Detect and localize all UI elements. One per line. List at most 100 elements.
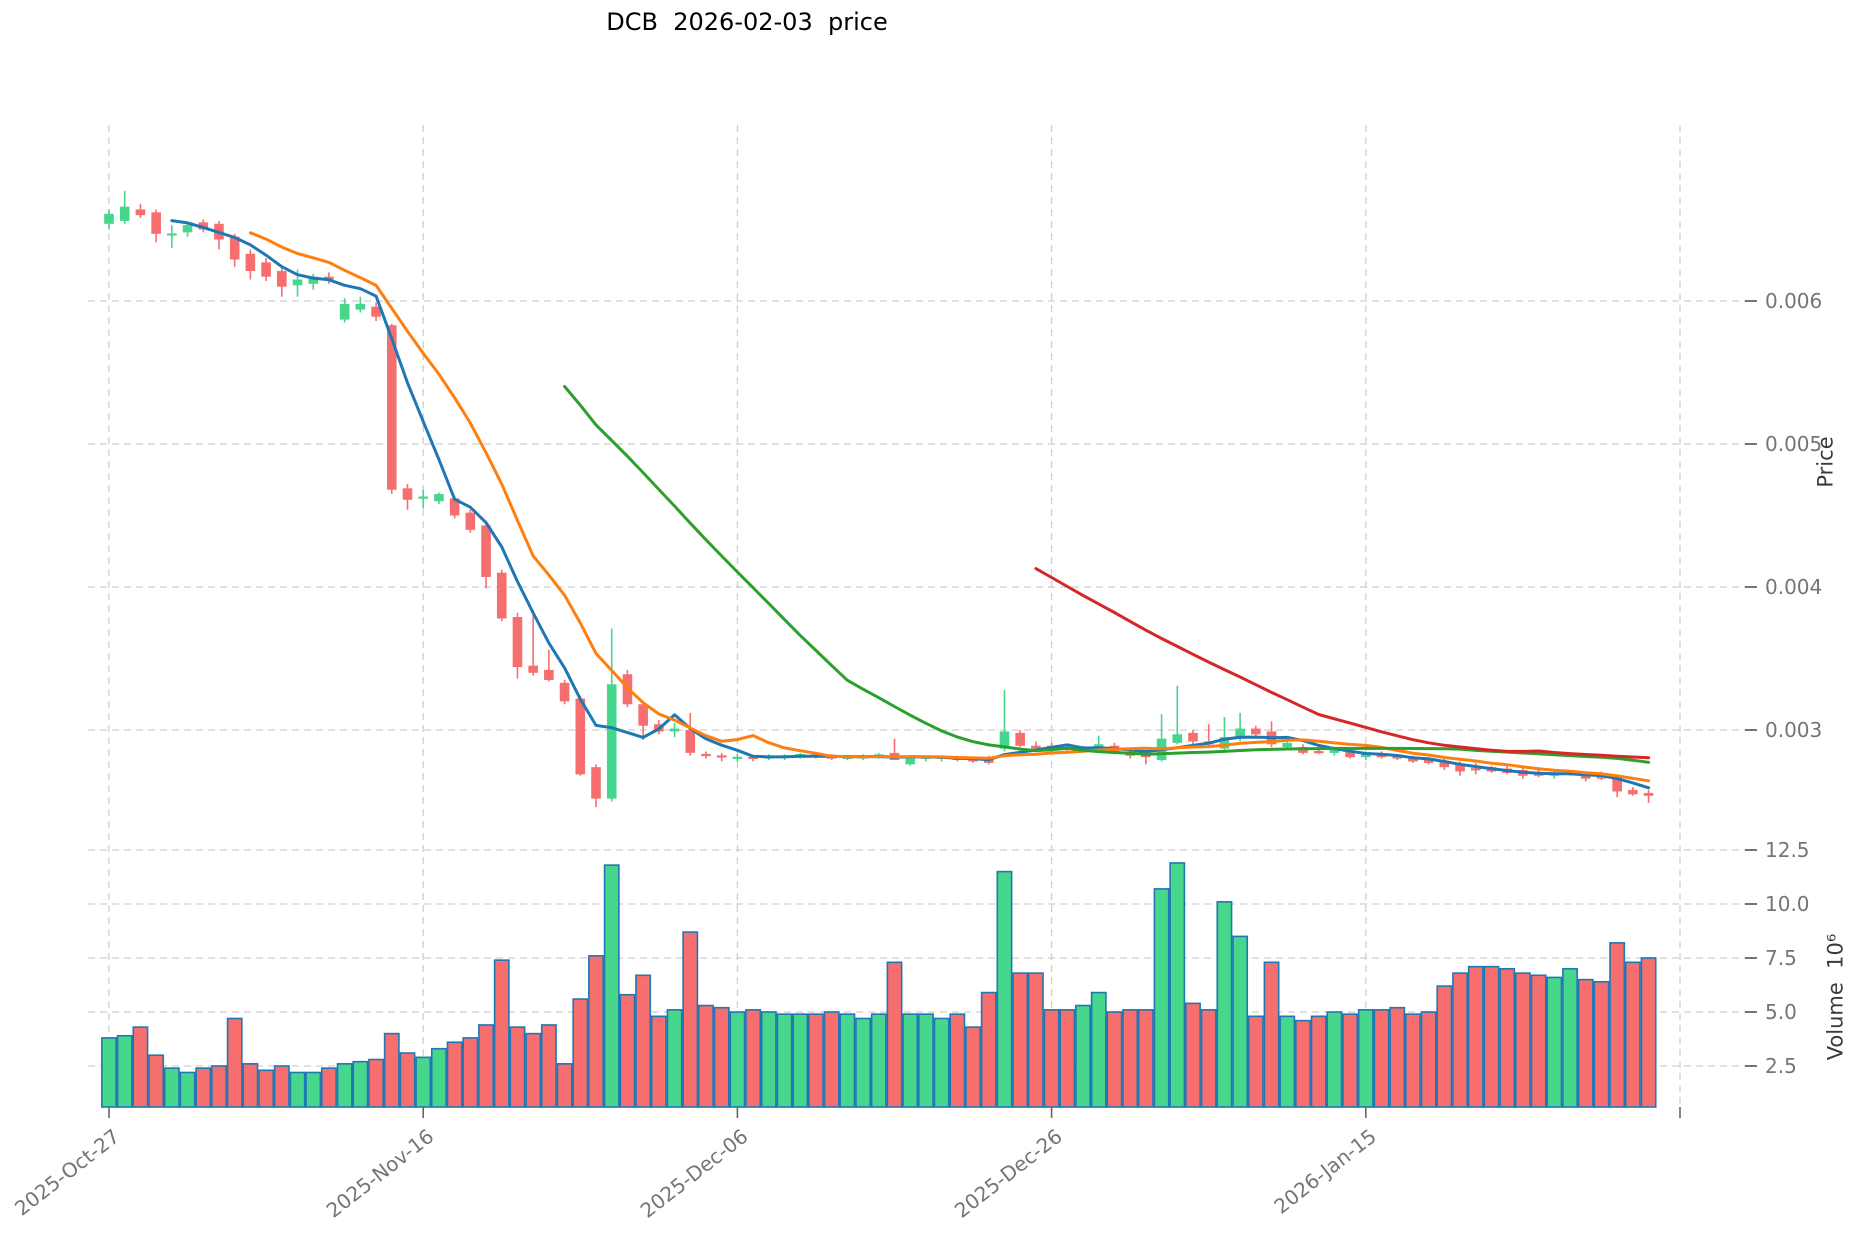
- volume-bar: [179, 1071, 196, 1108]
- volume-bar: [148, 1054, 165, 1108]
- volume-tick-label: 5.0: [1765, 1000, 1797, 1024]
- candle-body: [701, 753, 711, 757]
- volume-bar: [1200, 1009, 1217, 1108]
- candle-body: [1470, 768, 1481, 771]
- volume-bar: [1342, 1013, 1359, 1108]
- volume-bar: [1122, 1009, 1139, 1108]
- candle-body: [151, 212, 161, 234]
- volume-bar: [1090, 991, 1107, 1108]
- volume-bar: [226, 1017, 243, 1108]
- price-tick-label: 0.004: [1765, 575, 1822, 599]
- candle-body: [1455, 764, 1465, 772]
- volume-bar: [1514, 972, 1531, 1108]
- candle-body: [1172, 734, 1183, 743]
- x-tick-label: 2025-Oct-27: [10, 1124, 124, 1220]
- volume-bar: [949, 1013, 966, 1108]
- candle-body: [1235, 728, 1245, 739]
- volume-bar: [242, 1063, 259, 1108]
- volume-bar: [1640, 957, 1657, 1108]
- candle-body: [465, 512, 476, 530]
- volume-bar: [839, 1013, 856, 1108]
- volume-bar: [1357, 1009, 1374, 1108]
- volume-bar: [698, 1004, 714, 1108]
- volume-bar: [1012, 972, 1029, 1108]
- volume-bar: [965, 1026, 982, 1108]
- volume-axis-label: Volume 10⁶: [1823, 933, 1848, 1061]
- candle-body: [606, 684, 617, 799]
- volume-bar: [352, 1060, 369, 1108]
- volume-bar: [1043, 1009, 1060, 1108]
- ma30-line: [563, 385, 1651, 764]
- volume-bar: [320, 1067, 337, 1108]
- price-tick-label: 0.005: [1765, 432, 1822, 456]
- volume-bar: [823, 1011, 840, 1108]
- volume-bar: [619, 993, 636, 1108]
- candle-body: [638, 704, 648, 726]
- volume-bar: [855, 1017, 872, 1108]
- volume-bar: [1404, 1013, 1421, 1108]
- volume-bar: [886, 961, 903, 1108]
- volume-bar: [776, 1013, 793, 1108]
- candle-body: [1439, 761, 1450, 768]
- volume-bar: [478, 1024, 494, 1108]
- volume-bar: [917, 1013, 934, 1108]
- x-tick-label: 2025-Nov-16: [322, 1124, 439, 1223]
- volume-bar: [1027, 972, 1044, 1108]
- volume-bar: [682, 931, 699, 1108]
- candle-body: [1251, 728, 1261, 735]
- candle-body: [1643, 792, 1654, 796]
- volume-bar: [1295, 1019, 1311, 1108]
- volume-bar: [650, 1015, 667, 1108]
- volume-bar: [383, 1032, 400, 1108]
- candle-body: [339, 303, 350, 320]
- candle-body: [575, 698, 586, 775]
- candle-body: [308, 276, 319, 284]
- volume-bar: [289, 1071, 306, 1108]
- candle-body: [1612, 777, 1622, 792]
- volume-bar: [1483, 965, 1500, 1108]
- candle-body: [669, 728, 680, 732]
- volume-bar: [525, 1032, 542, 1108]
- candle-body: [496, 572, 507, 619]
- volume-bar: [1452, 972, 1469, 1108]
- candle-body: [135, 209, 146, 216]
- candle-body: [1423, 760, 1434, 763]
- candle-body: [229, 236, 240, 260]
- volume-bar: [1609, 942, 1626, 1108]
- chart-title: DCB 2026-02-03 price: [606, 8, 888, 36]
- volume-bar: [603, 864, 620, 1108]
- candle-body: [905, 757, 916, 765]
- candle-body: [1282, 742, 1293, 748]
- candle-body: [402, 488, 413, 500]
- candle-body: [386, 325, 397, 490]
- candle-body: [559, 682, 570, 702]
- candle-body: [1188, 732, 1198, 742]
- volume-bar: [493, 959, 510, 1108]
- volume-bar: [1546, 976, 1563, 1108]
- volume-bar: [1593, 980, 1610, 1108]
- candle-body: [512, 617, 523, 668]
- candle-body: [999, 731, 1010, 749]
- candle-body: [481, 525, 491, 577]
- volume-bar: [1153, 888, 1170, 1108]
- volume-bar: [1624, 961, 1641, 1108]
- volume-bar: [1389, 1006, 1406, 1108]
- volume-tick-label: 12.5: [1765, 838, 1810, 862]
- volume-tick-label: 10.0: [1765, 892, 1810, 916]
- candle-body: [1015, 732, 1025, 746]
- volume-tick-label: 7.5: [1765, 946, 1797, 970]
- candle-body: [544, 669, 554, 680]
- volume-bar: [1247, 1015, 1264, 1108]
- volume-bar: [430, 1047, 447, 1108]
- volume-bar: [305, 1071, 322, 1108]
- volume-bar: [415, 1056, 432, 1108]
- candle-body: [685, 730, 696, 753]
- volume-bar: [933, 1017, 950, 1108]
- candle-body: [245, 253, 256, 271]
- candle-body: [1313, 751, 1324, 754]
- ma5-line: [170, 219, 1651, 790]
- candle-body: [732, 756, 743, 759]
- candle-body: [418, 496, 428, 499]
- volume-bar: [368, 1058, 385, 1108]
- candle-body: [104, 213, 114, 224]
